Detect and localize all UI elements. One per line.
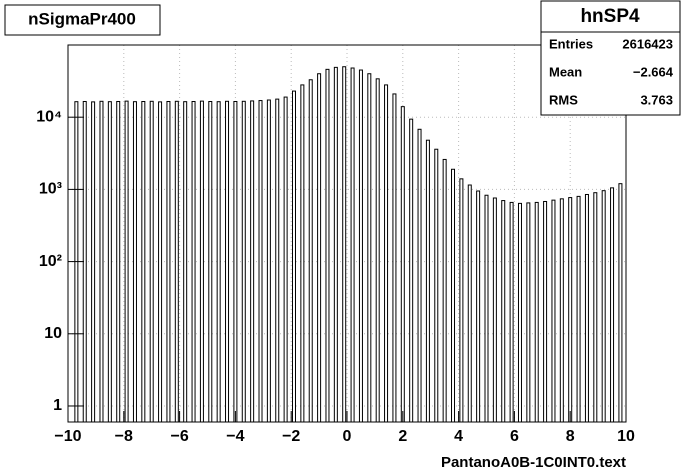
bar xyxy=(476,190,481,423)
bar xyxy=(116,100,121,423)
bar xyxy=(551,199,556,423)
bar xyxy=(559,198,564,423)
bar xyxy=(124,100,129,423)
y-tick-label: 10³ xyxy=(39,181,62,198)
x-tick-label: 10 xyxy=(617,428,635,445)
bar xyxy=(442,158,447,423)
bar xyxy=(275,98,280,423)
x-tick-label: 6 xyxy=(510,428,519,445)
bar xyxy=(99,100,104,423)
bar xyxy=(266,99,271,423)
bar xyxy=(350,67,355,423)
bar xyxy=(216,101,221,423)
bar xyxy=(283,96,288,423)
bar xyxy=(375,78,380,423)
bar xyxy=(618,183,623,423)
bar xyxy=(250,100,255,423)
bar xyxy=(174,100,179,423)
bar xyxy=(526,202,531,423)
bar xyxy=(576,195,581,423)
bar xyxy=(308,79,313,423)
bar xyxy=(317,73,322,423)
y-tick-label: 1 xyxy=(53,397,62,414)
bar xyxy=(91,101,96,423)
bar xyxy=(534,201,539,423)
x-tick-label: −10 xyxy=(54,428,81,445)
bar xyxy=(158,101,163,423)
bar xyxy=(291,90,296,423)
x-tick-label: −8 xyxy=(115,428,133,445)
stats-value: 2616423 xyxy=(622,36,673,51)
bar xyxy=(467,184,472,423)
stats-value: 3.763 xyxy=(640,92,673,107)
x-tick-label: −2 xyxy=(282,428,300,445)
bar xyxy=(509,201,514,423)
x-tick-label: 4 xyxy=(454,428,463,445)
stats-box: hnSP4 Entries 2616423 Mean −2.664 RMS 3.… xyxy=(540,0,681,116)
bar xyxy=(107,101,112,423)
bar xyxy=(384,84,389,423)
bar xyxy=(392,93,397,423)
bar xyxy=(141,100,146,423)
bar xyxy=(484,194,489,423)
chart-title: nSigmaPr400 xyxy=(28,9,136,28)
bar xyxy=(208,100,213,423)
bar xyxy=(358,69,363,423)
bar xyxy=(241,100,246,423)
x-tick-label: 8 xyxy=(566,428,575,445)
bar xyxy=(225,100,230,423)
bar xyxy=(333,66,338,423)
bar xyxy=(132,101,137,423)
bar xyxy=(409,118,414,423)
bar xyxy=(258,100,263,423)
bar xyxy=(584,193,589,423)
stats-label: Mean xyxy=(549,64,582,79)
bar xyxy=(166,100,171,423)
bar xyxy=(417,128,422,423)
bar xyxy=(183,101,188,423)
bar xyxy=(451,168,456,423)
bar xyxy=(492,197,497,423)
bar xyxy=(400,106,405,423)
bar xyxy=(233,100,238,423)
stats-value: −2.664 xyxy=(633,64,674,79)
y-tick-label: 10 xyxy=(44,325,62,342)
x-tick-label: −6 xyxy=(170,428,188,445)
bar xyxy=(149,100,154,423)
plot-area xyxy=(67,45,627,423)
bar xyxy=(601,190,606,423)
x-axis-label: PantanoA0B-1C0INT0.text xyxy=(441,454,626,471)
bar xyxy=(610,187,615,423)
bar xyxy=(191,100,196,423)
bar xyxy=(425,139,430,423)
bar xyxy=(300,84,305,423)
stats-title: hnSP4 xyxy=(580,6,640,27)
bar xyxy=(593,192,598,423)
x-tick-label: 0 xyxy=(343,428,352,445)
bar xyxy=(459,178,464,423)
bar xyxy=(367,73,372,423)
bar xyxy=(434,148,439,423)
bar xyxy=(543,200,548,423)
stats-frame xyxy=(540,0,681,116)
bar xyxy=(199,100,204,423)
x-tick-label: 2 xyxy=(398,428,407,445)
bar xyxy=(501,200,506,423)
bar xyxy=(342,66,347,423)
y-tick-label: 10⁴ xyxy=(36,108,62,125)
stats-label: Entries xyxy=(549,36,593,51)
y-tick-label: 10² xyxy=(39,253,62,270)
bar xyxy=(568,197,573,423)
bar xyxy=(325,68,330,423)
title-box xyxy=(4,4,161,36)
stats-label: RMS xyxy=(549,92,578,107)
bar xyxy=(517,202,522,423)
x-tick-label: −4 xyxy=(226,428,244,445)
